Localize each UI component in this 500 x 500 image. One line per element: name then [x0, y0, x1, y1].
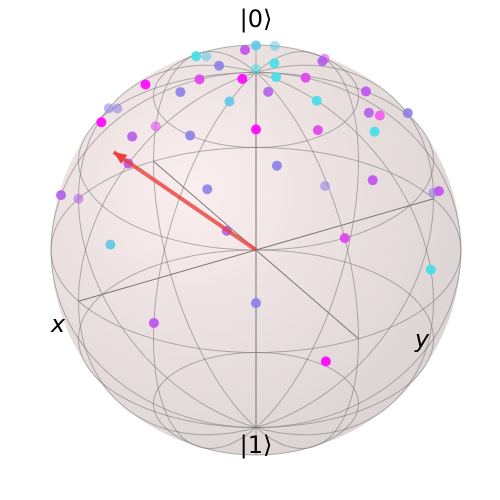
point	[433, 186, 444, 197]
label-zero: |0⟩	[240, 5, 273, 33]
point	[73, 193, 84, 204]
point	[202, 184, 213, 195]
point	[251, 298, 262, 309]
point	[271, 72, 282, 83]
point	[237, 73, 248, 84]
point	[251, 124, 262, 135]
point	[148, 317, 159, 328]
point	[300, 72, 311, 83]
point	[194, 74, 205, 85]
point	[224, 96, 235, 107]
point	[360, 86, 371, 97]
point	[425, 264, 436, 275]
point	[112, 103, 123, 114]
point	[363, 107, 374, 118]
point	[367, 175, 378, 186]
point	[402, 108, 413, 119]
point	[269, 40, 280, 51]
point	[201, 51, 212, 62]
point	[127, 131, 138, 142]
label-one: |1⟩	[240, 431, 273, 459]
point	[312, 125, 323, 136]
point	[214, 60, 225, 71]
point	[369, 126, 380, 137]
label-x: x	[50, 310, 66, 338]
point	[250, 40, 261, 51]
point	[317, 56, 328, 67]
point	[150, 121, 161, 132]
label-y: y	[414, 325, 430, 353]
point	[175, 87, 186, 98]
point	[320, 356, 331, 367]
point	[339, 233, 350, 244]
point	[191, 51, 202, 62]
point	[140, 79, 151, 90]
points	[56, 40, 444, 367]
point	[56, 190, 67, 201]
point	[263, 86, 274, 97]
point	[185, 130, 196, 141]
point	[103, 103, 114, 114]
point	[311, 95, 322, 106]
point	[271, 160, 282, 171]
point	[96, 117, 107, 128]
point	[374, 110, 385, 121]
vector-head	[113, 152, 128, 164]
point	[105, 239, 116, 250]
point	[239, 44, 250, 55]
state-vector	[112, 150, 258, 252]
point	[320, 180, 331, 191]
point	[269, 58, 280, 69]
point	[250, 64, 261, 75]
